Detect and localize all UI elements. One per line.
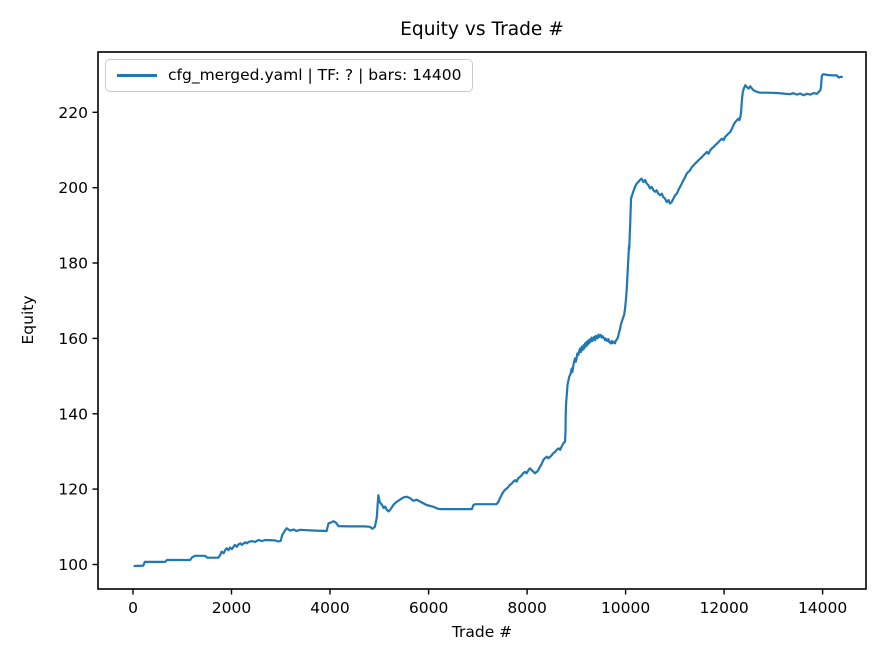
y-tick-label: 180 (58, 255, 88, 273)
x-tick-label: 6000 (409, 599, 448, 617)
y-tick-label: 200 (58, 179, 88, 197)
y-tick-label: 140 (58, 405, 88, 423)
x-tick-label: 2000 (212, 599, 251, 617)
x-tick-label: 12000 (699, 599, 748, 617)
x-axis-label: Trade # (451, 623, 513, 641)
x-tick-label: 10000 (601, 599, 650, 617)
x-tick-label: 0 (128, 599, 138, 617)
x-tick-label: 14000 (798, 599, 847, 617)
legend-label: cfg_merged.yaml | TF: ? | bars: 14400 (168, 66, 462, 84)
legend: cfg_merged.yaml | TF: ? | bars: 14400 (105, 59, 474, 92)
y-tick-label: 100 (58, 556, 88, 574)
equity-curve (133, 73, 844, 568)
chart-title: Equity vs Trade # (400, 19, 564, 40)
x-tick-label: 4000 (310, 599, 349, 617)
y-tick-label: 120 (58, 481, 88, 499)
legend-line-swatch (117, 73, 157, 78)
x-tick-label: 8000 (507, 599, 546, 617)
y-tick-label: 220 (58, 104, 88, 122)
y-axis-label: Equity (19, 295, 37, 345)
plot-border (97, 51, 867, 590)
y-tick-label: 160 (58, 330, 88, 348)
